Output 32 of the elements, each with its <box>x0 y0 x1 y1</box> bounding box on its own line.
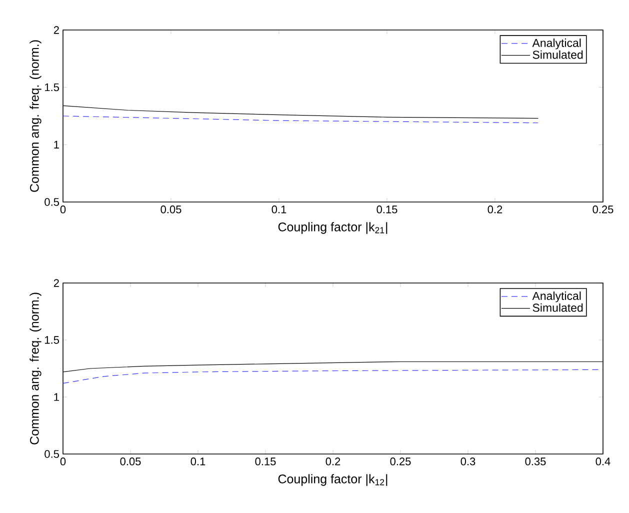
x-axis-title: Coupling factor |k$_{21}$| <box>278 222 388 234</box>
x-tick-label: 0.1 <box>190 458 206 466</box>
y-axis-title: Common ang. freq. (norm.) <box>30 292 42 444</box>
legend-label: Simulated <box>532 50 583 59</box>
x-tick-label: 0.15 <box>376 206 398 214</box>
legend-label: Analytical <box>532 38 581 50</box>
y-tick-label: 2 <box>54 279 59 287</box>
legend-label: Simulated <box>532 303 583 312</box>
x-tick-label: 0.3 <box>460 458 476 466</box>
y-axis-title: Common ang. freq. (norm.) <box>30 40 42 192</box>
x-tick-label: 0.25 <box>592 206 614 214</box>
x-tick-label: 0 <box>60 458 66 466</box>
x-tick-label: 0.2 <box>488 206 502 214</box>
x-axis-title: Coupling factor |k$_{12}$| <box>278 474 388 486</box>
x-tick-label: 0.35 <box>525 458 546 466</box>
x-tick-label: 0.15 <box>255 458 276 466</box>
x-tick-label: 0 <box>60 206 66 214</box>
legend-label: Analytical <box>532 292 581 302</box>
x-tick-label: 0.25 <box>390 458 411 466</box>
x-tick-label: 0.4 <box>596 458 610 466</box>
y-tick-label: 2 <box>54 26 59 34</box>
x-tick-label: 0.05 <box>160 206 182 214</box>
x-tick-label: 0.2 <box>326 458 340 466</box>
y-tick-label: 1.5 <box>45 336 59 344</box>
y-tick-label: 1.5 <box>45 83 59 92</box>
x-tick-label: 0.1 <box>272 206 286 214</box>
y-tick-label: 1 <box>54 140 59 148</box>
x-tick-label: 0.05 <box>120 458 141 466</box>
line-series <box>63 369 603 384</box>
y-tick-label: 0.5 <box>44 198 59 206</box>
y-tick-label: 1 <box>54 393 59 401</box>
y-tick-label: 0.5 <box>44 450 59 458</box>
